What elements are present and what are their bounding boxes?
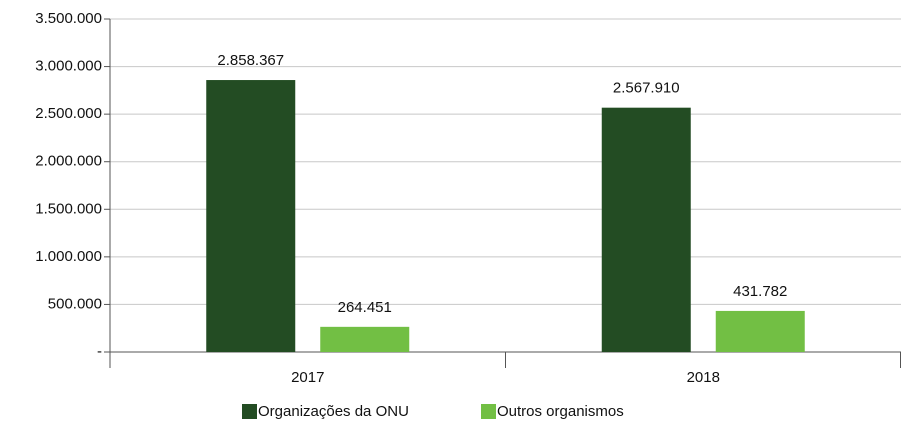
value-label: 2.567.910 — [613, 80, 680, 97]
y-tick-label: 3.000.000 — [35, 58, 102, 75]
legend-label: Organizações da ONU — [258, 403, 409, 420]
x-tick-label: 2017 — [291, 369, 324, 386]
y-tick-label: 1.000.000 — [35, 248, 102, 265]
legend-swatch — [242, 404, 257, 419]
y-tick-label: 500.000 — [48, 295, 102, 312]
x-tick-label: 2018 — [687, 369, 720, 386]
bar — [715, 310, 805, 352]
y-tick-label: 2.000.000 — [35, 153, 102, 170]
y-tick-label: 3.500.000 — [35, 10, 102, 27]
bar — [206, 80, 296, 352]
value-label: 2.858.367 — [217, 52, 284, 69]
legend-swatch — [481, 404, 496, 419]
value-label: 264.451 — [338, 299, 392, 316]
y-tick-label: 1.500.000 — [35, 200, 102, 217]
bar — [320, 326, 410, 352]
value-label: 431.782 — [733, 283, 787, 300]
legend-label: Outros organismos — [497, 403, 624, 420]
y-tick-label: - — [97, 343, 102, 360]
bar — [601, 107, 691, 353]
y-tick-label: 2.500.000 — [35, 105, 102, 122]
